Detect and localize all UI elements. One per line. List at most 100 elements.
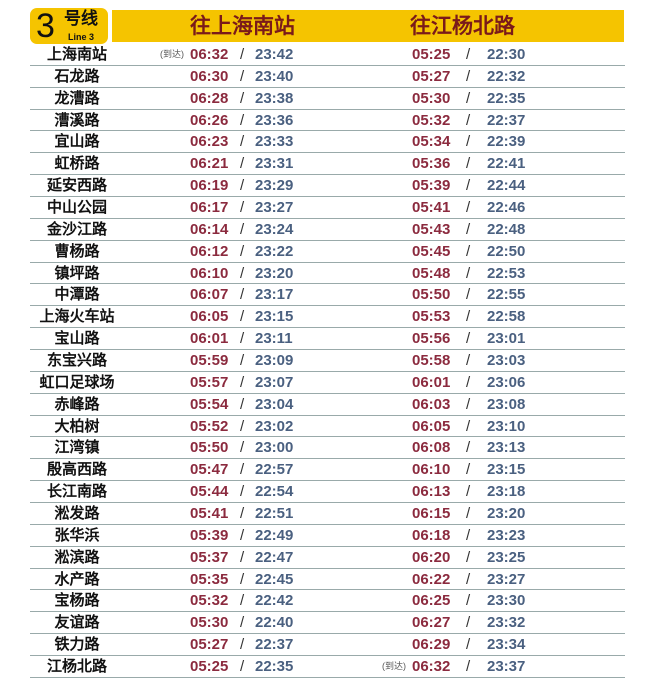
first-train-dir1: 05:35 [190,570,229,588]
table-row: 淞滨路 05:37 / 22:47 06:20 / 23:25 [30,547,625,569]
separator: / [240,461,245,479]
last-train-dir1: 23:02 [255,417,294,435]
first-train-dir2: 06:15 [412,505,451,523]
first-train-dir1: 05:27 [190,636,229,654]
separator: / [240,526,245,544]
first-train-dir2: 05:58 [412,352,451,370]
last-train-dir1: 22:49 [255,526,294,544]
first-train-dir2: 06:13 [412,483,451,501]
last-train-dir1: 23:09 [255,352,294,370]
table-row: 赤峰路 05:54 / 23:04 06:03 / 23:08 [30,394,625,416]
separator: / [466,505,471,523]
table-row: 江湾镇 05:50 / 23:00 06:08 / 23:13 [30,437,625,460]
first-train-dir1: 06:14 [190,220,229,238]
separator: / [466,177,471,195]
first-train-dir2: 05:41 [412,199,451,217]
separator: / [466,548,471,566]
separator: / [240,286,245,304]
station-name: 宜山路 [54,133,100,151]
direction-shanghai-south: 往上海南站 [190,13,295,38]
separator: / [466,286,471,304]
separator: / [240,395,245,413]
first-train-dir1: 06:19 [190,177,229,195]
station-name: 龙漕路 [54,89,100,107]
station-name: 江湾镇 [54,439,100,457]
last-train-dir2: 22:58 [487,308,526,326]
table-row: 淞发路 05:41 / 22:51 06:15 / 23:20 [30,503,625,525]
last-train-dir2: 22:53 [487,264,526,282]
separator: / [466,308,471,326]
first-train-dir1: 05:52 [190,417,229,435]
first-train-dir1: 06:05 [190,308,229,326]
last-train-dir1: 23:07 [255,373,294,391]
table-row: 延安西路 06:19 / 23:29 05:39 / 22:44 [30,175,625,198]
last-train-dir1: 23:20 [255,264,294,282]
last-train-dir2: 23:30 [487,592,526,610]
separator: / [466,417,471,435]
last-train-dir2: 23:32 [487,614,526,632]
first-train-dir2: 06:03 [412,395,451,413]
first-train-dir2: 05:34 [412,133,451,151]
station-name: 延安西路 [46,177,107,195]
first-train-dir1: 05:32 [190,592,229,610]
last-train-dir2: 22:46 [487,199,526,217]
table-row: 镇坪路 06:10 / 23:20 05:48 / 22:53 [30,263,625,285]
table-row: 上海南站 06:32 / 23:42 05:25 / 22:30 (到达) [30,44,625,66]
table-row: 宝杨路 05:32 / 22:42 06:25 / 23:30 [30,590,625,613]
last-train-dir1: 23:24 [255,220,294,238]
station-name: 张华浜 [54,526,100,544]
first-train-dir1: 06:21 [190,155,229,173]
first-train-dir1: 06:10 [190,264,229,282]
last-train-dir2: 23:27 [487,570,526,588]
last-train-dir2: 22:55 [487,286,526,304]
last-train-dir1: 23:15 [255,308,294,326]
last-train-dir1: 22:57 [255,461,294,479]
table-row: 虹口足球场 05:57 / 23:07 06:01 / 23:06 [30,372,625,394]
last-train-dir1: 23:42 [255,46,294,63]
separator: / [240,614,245,632]
station-name: 淞滨路 [54,548,100,566]
separator: / [240,548,245,566]
last-train-dir2: 23:23 [487,526,526,544]
last-train-dir2: 23:06 [487,373,526,391]
separator: / [466,67,471,85]
table-row: 东宝兴路 05:59 / 23:09 05:58 / 23:03 [30,350,625,372]
separator: / [466,592,471,610]
separator: / [466,461,471,479]
separator: / [466,133,471,151]
last-train-dir2: 22:32 [487,67,526,85]
last-train-dir1: 22:35 [255,658,294,676]
timetable: 上海南站 06:32 / 23:42 05:25 / 22:30 (到达) 石龙路 06:30 / 2… [30,44,625,678]
first-train-dir2: 05:25 [412,46,451,63]
first-train-dir2: 06:05 [412,417,451,435]
table-row: 虹桥路 06:21 / 23:31 05:36 / 22:41 [30,153,625,176]
last-train-dir1: 22:42 [255,592,294,610]
table-row: 宜山路 06:23 / 23:33 05:34 / 22:39 [30,131,625,154]
separator: / [466,264,471,282]
line-label-cn: 号线 [64,9,98,28]
first-train-dir1: 06:12 [190,242,229,260]
separator: / [240,417,245,435]
station-name: 石龙路 [54,67,100,85]
station-name: 淞发路 [54,505,100,523]
separator: / [240,199,245,217]
separator: / [240,89,245,107]
line-badge: 3 号线 Line 3 [30,8,108,44]
station-name: 上海南站 [46,46,107,63]
separator: / [240,220,245,238]
station-name: 曹杨路 [54,242,100,260]
last-train-dir2: 23:18 [487,483,526,501]
first-train-dir1: 05:39 [190,526,229,544]
last-train-dir2: 22:39 [487,133,526,151]
last-train-dir1: 23:22 [255,242,294,260]
station-name: 江杨北路 [46,658,107,676]
first-train-dir2: 06:29 [412,636,451,654]
separator: / [240,352,245,370]
last-train-dir2: 22:44 [487,177,526,195]
last-train-dir2: 23:15 [487,461,526,479]
last-train-dir2: 22:50 [487,242,526,260]
table-row: 金沙江路 06:14 / 23:24 05:43 / 22:48 [30,219,625,241]
arrival-note: (到达) [382,661,406,672]
last-train-dir2: 22:37 [487,111,526,129]
line-number: 3 [36,7,55,45]
